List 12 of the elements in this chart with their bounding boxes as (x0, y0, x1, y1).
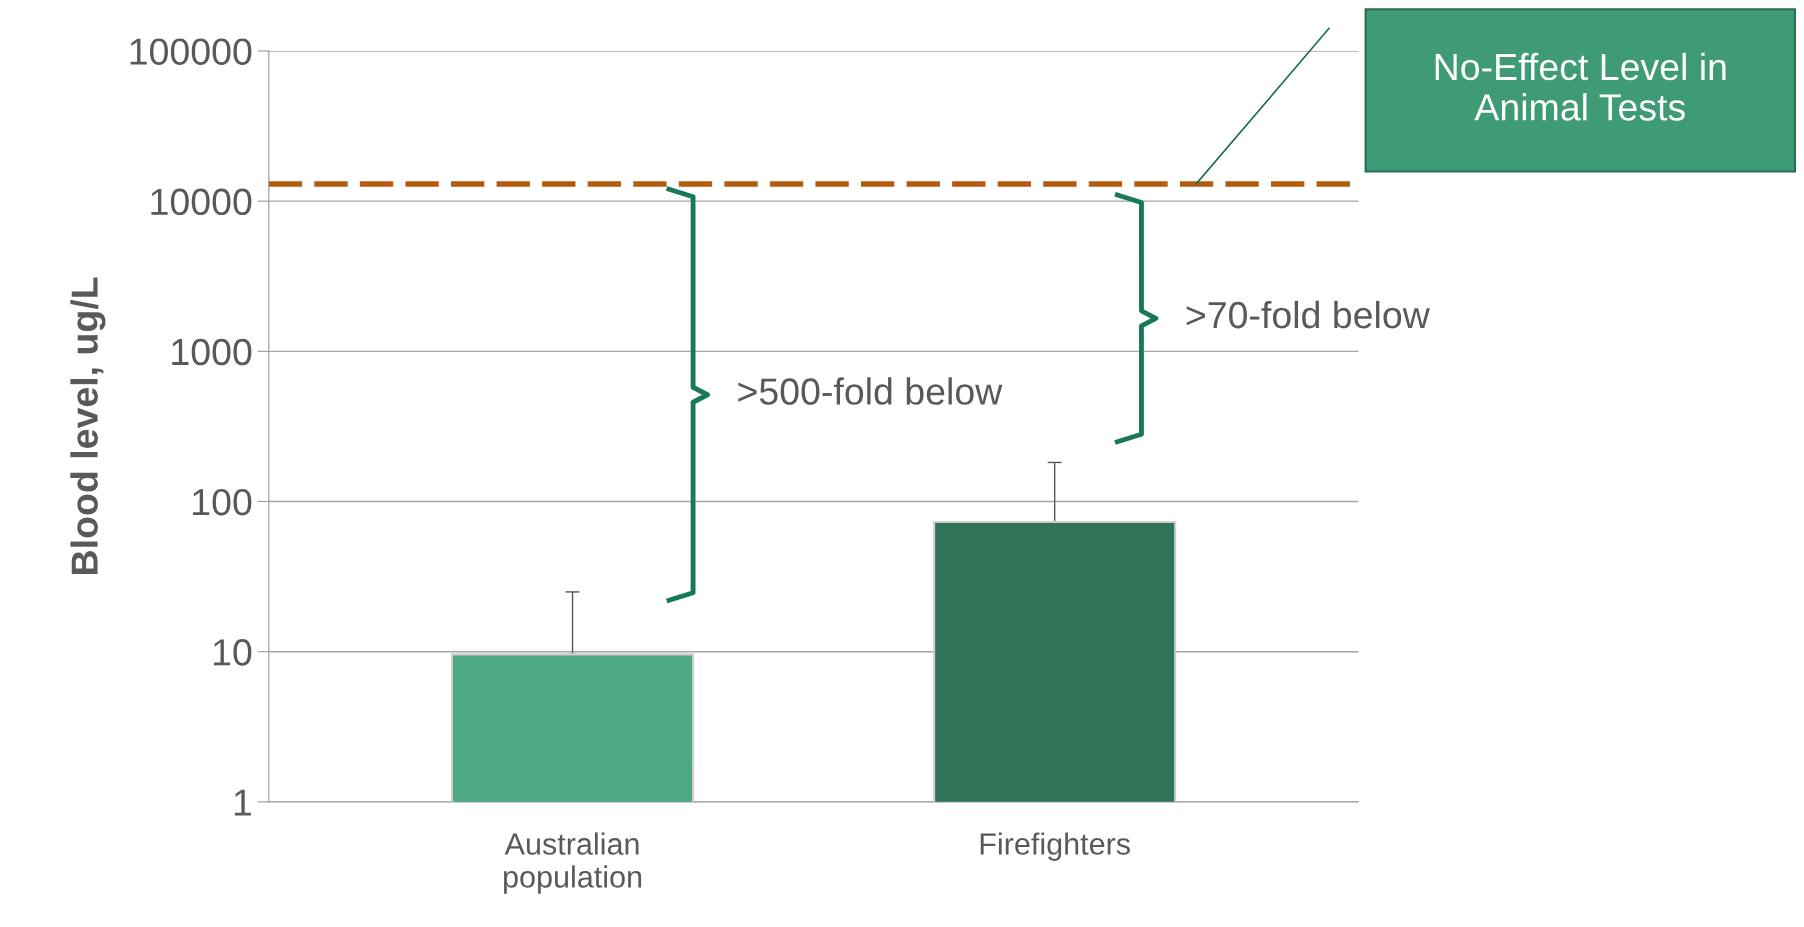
y-axis-title: Blood level, ug/L (70, 277, 106, 574)
ref-line-label: No-Effect Level in Animal Tests (1435, 52, 1726, 121)
annotation: >500-fold below (738, 377, 1003, 405)
y-tick-label: 100 (193, 488, 252, 516)
annotation: >70-fold below (1186, 300, 1430, 329)
y-tick-label: 1 (234, 789, 251, 816)
y-tick-label: 1000 (172, 338, 252, 366)
y-tick-label: 100000 (130, 38, 252, 65)
x-tick-label: Firefighters (980, 832, 1130, 861)
y-tick-label: 10000 (151, 188, 252, 216)
y-tick-label: 10 (213, 639, 252, 666)
x-tick-label: Australian population (504, 832, 642, 894)
